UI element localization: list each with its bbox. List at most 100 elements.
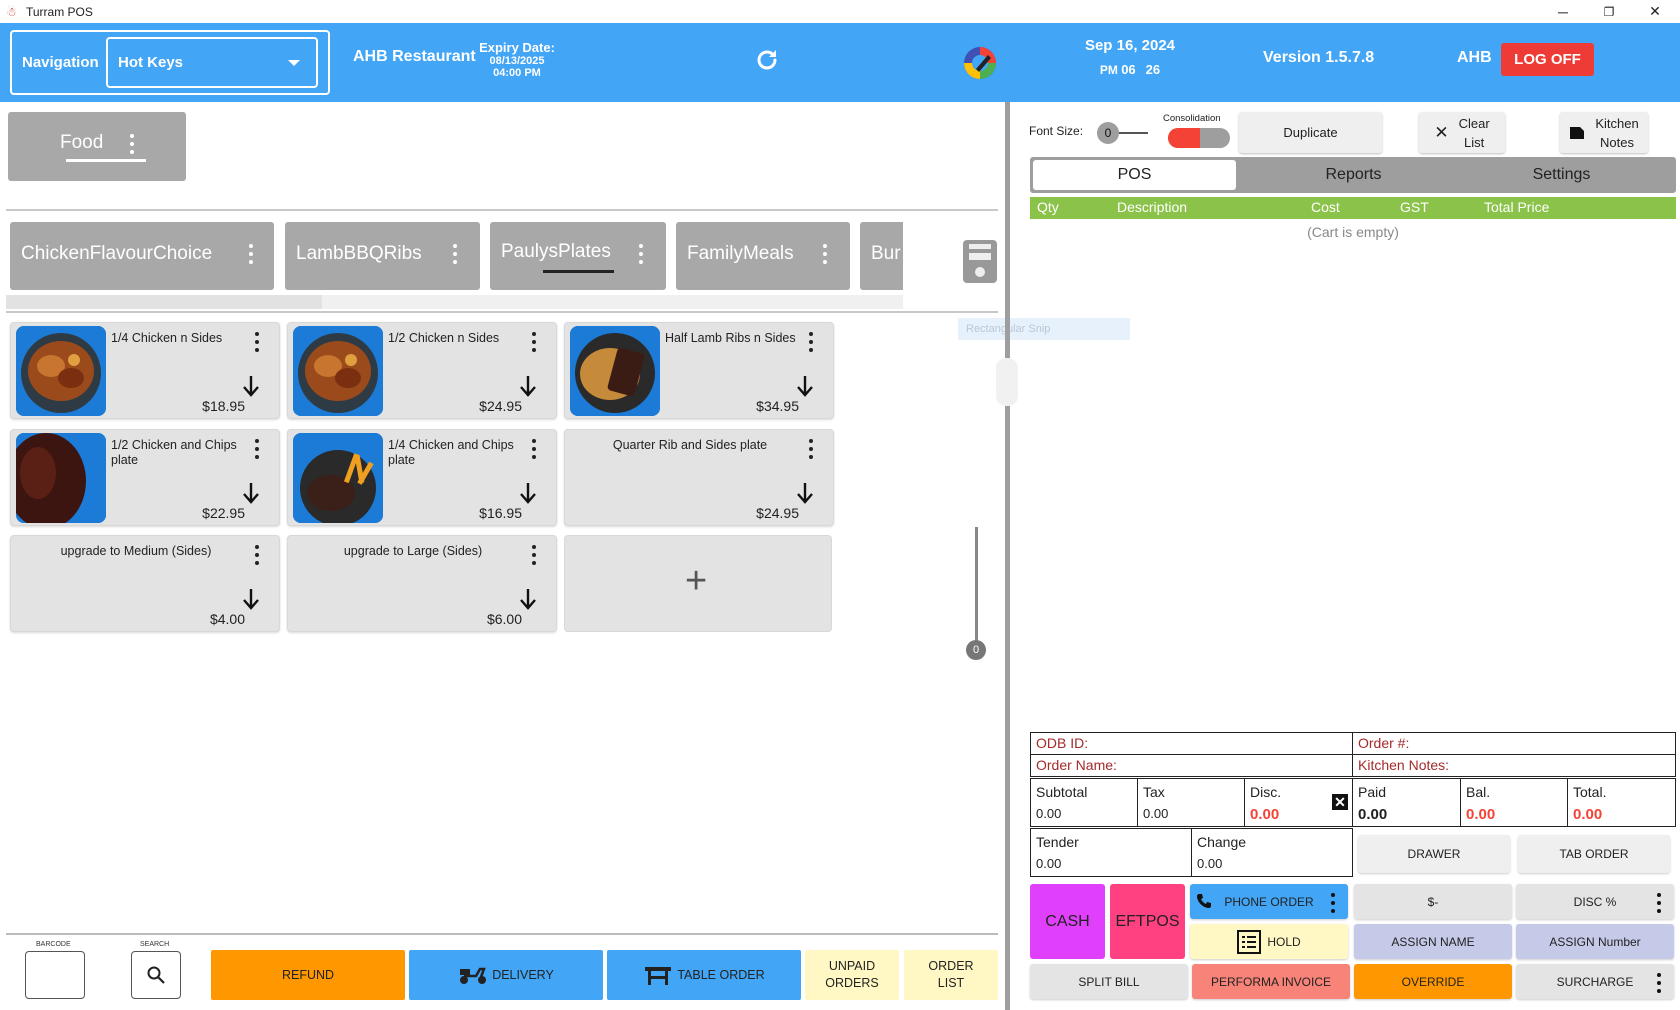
more-options-icon[interactable] bbox=[808, 332, 814, 356]
more-options-icon[interactable] bbox=[1330, 893, 1336, 917]
order-name-label: Order Name: bbox=[1036, 757, 1117, 773]
total-cell: Total. 0.00 bbox=[1567, 778, 1676, 827]
menu-item-name: 1/4 Chicken n Sides bbox=[111, 331, 223, 345]
more-options-icon[interactable] bbox=[1656, 893, 1662, 917]
color-palette-icon[interactable] bbox=[962, 45, 998, 81]
menu-item-tile[interactable]: upgrade to Large (Sides) $6.00 bbox=[287, 535, 557, 632]
balance-label: Bal. bbox=[1466, 784, 1491, 800]
font-size-label: Font Size: bbox=[1029, 124, 1084, 138]
split-bill-button[interactable]: SPLIT BILL bbox=[1030, 964, 1188, 999]
more-options-icon[interactable] bbox=[254, 332, 260, 356]
consolidation-toggle[interactable] bbox=[1168, 128, 1230, 148]
menu-item-tile[interactable]: 1/2 Chicken and Chips plate $22.95 bbox=[10, 429, 280, 526]
navigation-dropdown[interactable]: Hot Keys bbox=[106, 37, 318, 88]
order-name-field[interactable]: Order Name: bbox=[1030, 754, 1353, 777]
vertical-slider-track[interactable] bbox=[975, 527, 978, 642]
more-options-icon[interactable] bbox=[638, 244, 644, 268]
kitchen-notes-button[interactable]: Kitchen Notes bbox=[1560, 112, 1648, 153]
more-options-icon[interactable] bbox=[254, 439, 260, 463]
drawer-button[interactable]: DRAWER bbox=[1358, 835, 1510, 873]
category-tile-familymeals[interactable]: FamilyMeals bbox=[676, 222, 850, 290]
phone-icon bbox=[1197, 894, 1211, 908]
cash-button[interactable]: CASH bbox=[1030, 884, 1105, 959]
tab-reports[interactable]: Reports bbox=[1325, 166, 1382, 183]
tender-cell[interactable]: Tender 0.00 bbox=[1030, 828, 1192, 877]
more-options-icon[interactable] bbox=[254, 545, 260, 569]
close-window-button[interactable]: ✕ bbox=[1649, 3, 1661, 19]
hold-button[interactable]: HOLD bbox=[1190, 924, 1348, 959]
more-options-icon[interactable] bbox=[248, 244, 254, 268]
arrow-down-icon[interactable] bbox=[241, 587, 261, 611]
panel-splitter[interactable] bbox=[1005, 102, 1010, 1010]
category-scrollbar[interactable] bbox=[6, 295, 903, 309]
more-options-icon[interactable] bbox=[129, 134, 135, 158]
order-list-button[interactable]: ORDER LIST bbox=[904, 950, 998, 1000]
hold-label: HOLD bbox=[1267, 934, 1301, 949]
clear-list-button[interactable]: ✕ Clear List bbox=[1419, 112, 1505, 153]
arrow-down-icon[interactable] bbox=[518, 374, 538, 398]
delivery-button[interactable]: DELIVERY bbox=[409, 950, 603, 1000]
performa-invoice-button[interactable]: PERFORMA INVOICE bbox=[1192, 964, 1350, 999]
assign-number-button[interactable]: ASSIGN Number bbox=[1516, 924, 1674, 959]
more-options-icon[interactable] bbox=[1656, 973, 1662, 997]
eftpos-button[interactable]: EFTPOS bbox=[1110, 884, 1185, 959]
phone-order-button[interactable]: PHONE ORDER bbox=[1190, 884, 1348, 919]
save-icon[interactable] bbox=[962, 248, 998, 284]
more-options-icon[interactable] bbox=[531, 332, 537, 356]
minimize-button[interactable]: ─ bbox=[1558, 3, 1568, 20]
duplicate-button[interactable]: Duplicate bbox=[1239, 112, 1382, 153]
menu-item-tile[interactable]: 1/2 Chicken n Sides $24.95 bbox=[287, 322, 557, 419]
more-options-icon[interactable] bbox=[808, 439, 814, 463]
discount-percent-button[interactable]: DISC % bbox=[1516, 884, 1674, 919]
arrow-down-icon[interactable] bbox=[241, 481, 261, 505]
font-size-slider-knob[interactable]: 0 bbox=[1097, 122, 1119, 144]
tab-pos[interactable]: POS bbox=[1033, 160, 1236, 190]
kitchen-notes-label-line2: Notes bbox=[1600, 134, 1634, 150]
discount-cell[interactable]: Disc. 0.00 ✕ bbox=[1244, 778, 1353, 827]
menu-item-tile[interactable]: Quarter Rib and Sides plate $24.95 bbox=[564, 429, 834, 526]
group-divider bbox=[6, 209, 998, 211]
category-tile-lambbbqribs[interactable]: LambBBQRibs bbox=[285, 222, 480, 290]
duplicate-label: Duplicate bbox=[1283, 125, 1338, 140]
group-tile-food[interactable]: Food bbox=[8, 112, 186, 181]
more-options-icon[interactable] bbox=[452, 244, 458, 268]
clear-discount-icon[interactable]: ✕ bbox=[1332, 794, 1348, 810]
more-options-icon[interactable] bbox=[531, 545, 537, 569]
unpaid-orders-button[interactable]: UNPAID ORDERS bbox=[805, 950, 899, 1000]
arrow-down-icon[interactable] bbox=[518, 481, 538, 505]
override-button[interactable]: OVERRIDE bbox=[1354, 964, 1512, 999]
menu-item-tile[interactable]: upgrade to Medium (Sides) $4.00 bbox=[10, 535, 280, 632]
refresh-icon[interactable] bbox=[754, 47, 780, 73]
vertical-slider-knob[interactable]: 0 bbox=[966, 640, 986, 660]
tab-settings[interactable]: Settings bbox=[1532, 166, 1591, 183]
search-button[interactable] bbox=[131, 951, 181, 999]
arrow-down-icon[interactable] bbox=[795, 481, 815, 505]
menu-item-tile[interactable]: 1/4 Chicken n Sides $18.95 bbox=[10, 322, 280, 419]
add-item-tile[interactable]: + bbox=[564, 535, 832, 632]
logoff-button[interactable]: LOG OFF bbox=[1501, 43, 1594, 76]
more-options-icon[interactable] bbox=[531, 439, 537, 463]
category-tile-paulysplates[interactable]: PaulysPlates bbox=[490, 222, 666, 290]
table-order-button[interactable]: TABLE ORDER bbox=[607, 950, 801, 1000]
tab-order-button[interactable]: TAB ORDER bbox=[1518, 835, 1670, 873]
assign-name-button[interactable]: ASSIGN NAME bbox=[1354, 924, 1512, 959]
font-size-slider-track[interactable] bbox=[1118, 132, 1148, 134]
arrow-down-icon[interactable] bbox=[518, 587, 538, 611]
category-tile-bur[interactable]: Bur bbox=[860, 222, 903, 290]
splitter-handle[interactable] bbox=[996, 358, 1018, 406]
arrow-down-icon[interactable] bbox=[241, 374, 261, 398]
arrow-down-icon[interactable] bbox=[795, 374, 815, 398]
menu-item-tile[interactable]: Half Lamb Ribs n Sides $34.95 bbox=[564, 322, 834, 419]
refund-button[interactable]: REFUND bbox=[211, 950, 405, 1000]
category-scroll-thumb[interactable] bbox=[6, 295, 322, 309]
dollar-minus-button[interactable]: $- bbox=[1354, 884, 1512, 919]
barcode-input[interactable] bbox=[25, 951, 85, 999]
app-version: Version 1.5.7.8 bbox=[1263, 49, 1375, 66]
restore-button[interactable]: ❐ bbox=[1603, 4, 1615, 19]
tax-cell: Tax 0.00 bbox=[1137, 778, 1245, 827]
more-options-icon[interactable] bbox=[822, 244, 828, 268]
menu-item-tile[interactable]: 1/4 Chicken and Chips plate $16.95 bbox=[287, 429, 557, 526]
surcharge-button[interactable]: SURCHARGE bbox=[1516, 964, 1674, 999]
kitchen-notes-field[interactable]: Kitchen Notes: bbox=[1352, 754, 1676, 777]
category-tile-chickenflavourchoice[interactable]: ChickenFlavourChoice bbox=[10, 222, 274, 290]
